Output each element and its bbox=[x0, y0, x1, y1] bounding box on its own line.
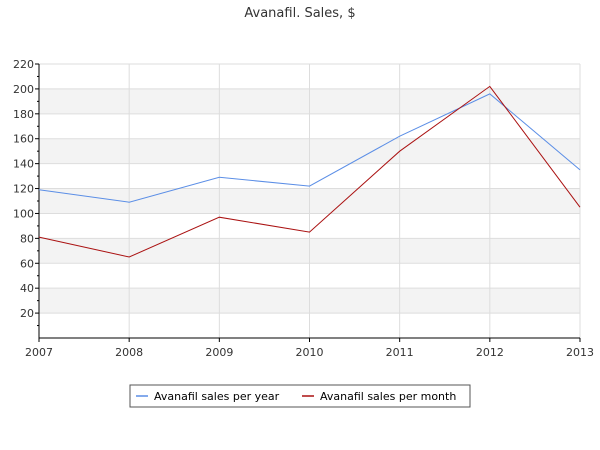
x-tick-label: 2007 bbox=[25, 346, 53, 359]
y-tick-label: 140 bbox=[13, 158, 34, 171]
y-tick-label: 40 bbox=[20, 282, 34, 295]
legend: Avanafil sales per year Avanafil sales pe… bbox=[129, 384, 471, 408]
series-lines bbox=[38, 85, 581, 258]
legend-box bbox=[129, 384, 471, 408]
y-tick-label: 100 bbox=[13, 207, 34, 220]
y-tick-label: 60 bbox=[20, 257, 34, 270]
x-tick-label: 2008 bbox=[115, 346, 143, 359]
grid-lines bbox=[38, 63, 581, 338]
legend-label: Avanafil sales per year bbox=[154, 390, 280, 403]
y-tick-label: 200 bbox=[13, 83, 34, 96]
x-tick-label: 2013 bbox=[566, 346, 594, 359]
y-tick-label: 180 bbox=[13, 108, 34, 121]
tick-labels: 20 40 60 80 100 120 140 160 180 200 220 2007 2008 200… bbox=[13, 58, 594, 359]
legend-label: Avanafil sales per month bbox=[320, 390, 456, 403]
y-tick-label: 20 bbox=[20, 307, 34, 320]
axes bbox=[35, 63, 581, 342]
series-line bbox=[38, 93, 581, 203]
y-tick-label: 120 bbox=[13, 183, 34, 196]
chart-title: Avanafil. Sales, $ bbox=[244, 6, 355, 21]
x-tick-label: 2009 bbox=[205, 346, 233, 359]
x-tick-label: 2012 bbox=[476, 346, 504, 359]
y-tick-label: 80 bbox=[20, 232, 34, 245]
x-tick-label: 2010 bbox=[296, 346, 324, 359]
y-tick-label: 220 bbox=[13, 58, 34, 71]
x-tick-label: 2011 bbox=[386, 346, 414, 359]
y-tick-label: 160 bbox=[13, 133, 34, 146]
series-line bbox=[38, 85, 581, 258]
